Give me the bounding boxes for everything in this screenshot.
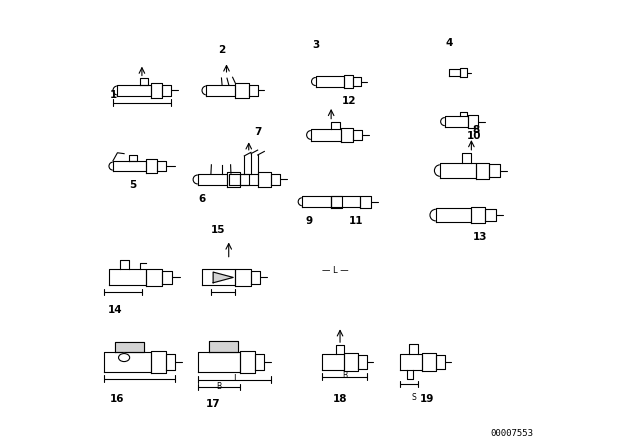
Text: S: S xyxy=(411,393,416,402)
Text: 7: 7 xyxy=(254,127,261,137)
Polygon shape xyxy=(316,76,344,87)
Polygon shape xyxy=(436,208,472,222)
Text: B: B xyxy=(342,371,347,380)
Text: 3: 3 xyxy=(312,40,319,50)
Text: 17: 17 xyxy=(206,399,220,409)
Polygon shape xyxy=(476,163,489,179)
Text: 4: 4 xyxy=(445,38,453,48)
Polygon shape xyxy=(240,174,249,185)
Polygon shape xyxy=(353,129,362,140)
Polygon shape xyxy=(113,161,147,172)
Polygon shape xyxy=(151,351,166,373)
Polygon shape xyxy=(249,85,258,96)
Polygon shape xyxy=(331,195,342,208)
Polygon shape xyxy=(147,159,157,173)
Polygon shape xyxy=(207,85,236,96)
Polygon shape xyxy=(468,116,478,128)
Ellipse shape xyxy=(118,353,130,362)
Text: — L —: — L — xyxy=(323,266,349,275)
Text: L: L xyxy=(233,374,237,383)
Polygon shape xyxy=(472,207,484,223)
Text: B: B xyxy=(216,382,221,391)
Text: 15: 15 xyxy=(211,225,225,235)
Polygon shape xyxy=(227,172,240,187)
Polygon shape xyxy=(236,268,251,286)
Polygon shape xyxy=(484,209,496,221)
Polygon shape xyxy=(489,164,500,177)
Polygon shape xyxy=(140,78,148,85)
Text: 2: 2 xyxy=(218,45,226,55)
Text: 5: 5 xyxy=(129,181,136,190)
Text: 8: 8 xyxy=(472,125,479,135)
Polygon shape xyxy=(166,354,175,370)
Polygon shape xyxy=(358,355,367,369)
Text: 10: 10 xyxy=(467,131,481,142)
Polygon shape xyxy=(240,351,255,373)
Polygon shape xyxy=(162,271,172,284)
Polygon shape xyxy=(360,195,371,208)
Polygon shape xyxy=(162,85,171,96)
Polygon shape xyxy=(104,352,151,372)
Text: 13: 13 xyxy=(473,232,488,241)
Polygon shape xyxy=(255,354,264,370)
Polygon shape xyxy=(271,174,280,185)
Text: 19: 19 xyxy=(420,394,434,404)
Polygon shape xyxy=(322,354,344,370)
Polygon shape xyxy=(460,68,467,77)
Polygon shape xyxy=(209,340,237,352)
Polygon shape xyxy=(213,272,233,283)
Polygon shape xyxy=(157,161,166,171)
Polygon shape xyxy=(236,83,249,98)
Polygon shape xyxy=(341,128,353,142)
Polygon shape xyxy=(445,116,468,127)
Polygon shape xyxy=(109,269,147,285)
Polygon shape xyxy=(422,353,436,371)
Polygon shape xyxy=(440,164,476,178)
Polygon shape xyxy=(228,174,258,185)
Polygon shape xyxy=(198,352,240,372)
Polygon shape xyxy=(198,174,227,185)
Text: 11: 11 xyxy=(348,216,363,226)
Polygon shape xyxy=(129,155,138,161)
Polygon shape xyxy=(331,196,360,207)
Polygon shape xyxy=(449,69,460,76)
Polygon shape xyxy=(344,353,358,371)
Polygon shape xyxy=(151,83,162,98)
Polygon shape xyxy=(400,354,422,370)
Text: 12: 12 xyxy=(342,96,356,106)
Polygon shape xyxy=(115,342,144,352)
Text: 9: 9 xyxy=(305,216,312,226)
Polygon shape xyxy=(344,75,353,88)
Polygon shape xyxy=(302,196,331,207)
Polygon shape xyxy=(258,172,271,187)
Polygon shape xyxy=(251,271,260,284)
Text: 1: 1 xyxy=(109,90,116,100)
Polygon shape xyxy=(202,269,236,285)
Text: 18: 18 xyxy=(333,394,348,404)
Text: 14: 14 xyxy=(108,305,122,315)
Text: 16: 16 xyxy=(110,394,125,404)
Text: 00007553: 00007553 xyxy=(491,429,534,438)
Polygon shape xyxy=(436,355,445,369)
Text: 6: 6 xyxy=(198,194,205,204)
Polygon shape xyxy=(311,129,341,141)
Polygon shape xyxy=(147,268,162,286)
Polygon shape xyxy=(353,77,361,86)
Polygon shape xyxy=(117,85,151,96)
